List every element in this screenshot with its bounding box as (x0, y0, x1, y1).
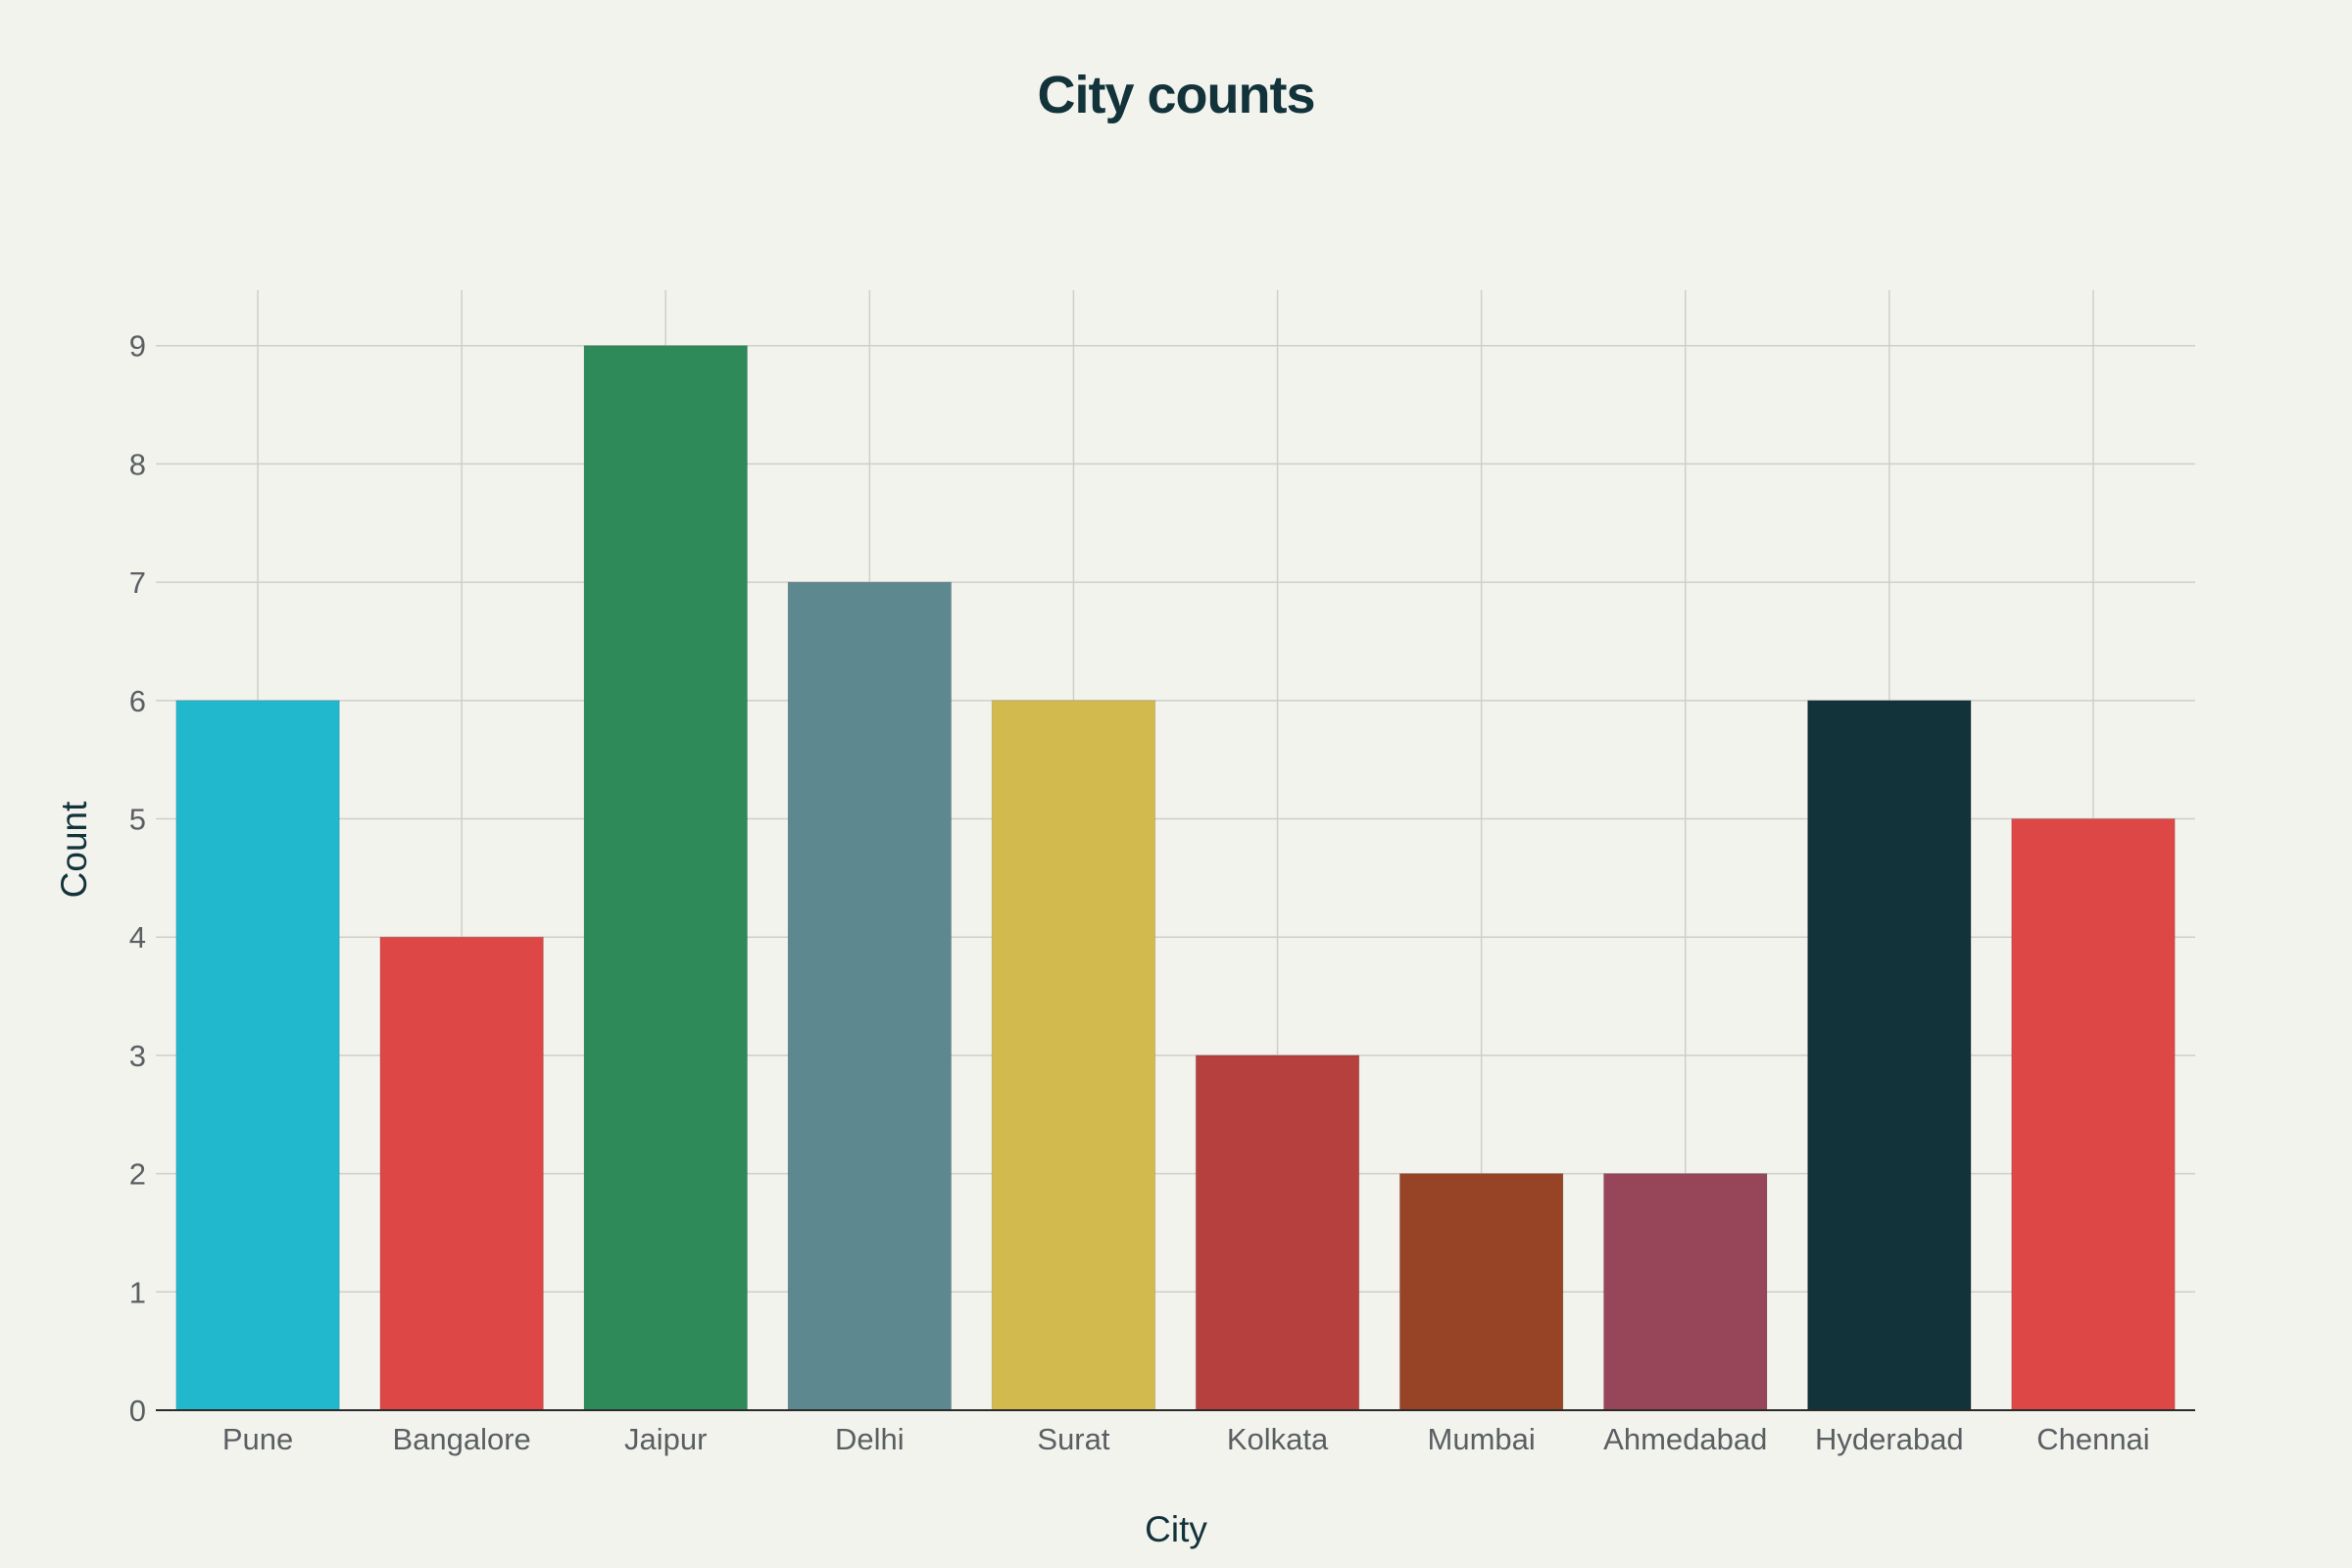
bar-jaipur[interactable] (583, 345, 748, 1411)
x-tick-label: Surat (1037, 1422, 1109, 1456)
x-tick-label: Kolkata (1227, 1422, 1329, 1456)
bar-mumbai[interactable] (1398, 1173, 1564, 1411)
x-tick-label: Jaipur (624, 1422, 707, 1456)
tick-labels: 0 1 2 3 4 5 6 7 8 9 Pune Bangalore Jaipur Delhi Surat K… (129, 329, 2150, 1456)
chart-title: City counts (1037, 66, 1314, 124)
y-tick-label: 0 (129, 1394, 146, 1428)
bar-bangalore[interactable] (379, 936, 544, 1411)
x-tick-label: Delhi (835, 1422, 905, 1456)
bar-hyderabad[interactable] (1807, 700, 1972, 1411)
bars (175, 345, 2176, 1411)
y-tick-label: 6 (129, 684, 146, 718)
y-tick-label: 9 (129, 329, 146, 364)
x-tick-label: Pune (222, 1422, 293, 1456)
x-tick-label: Bangalore (392, 1422, 530, 1456)
bar-chennai[interactable] (2011, 818, 2176, 1411)
bar-kolkata[interactable] (1195, 1054, 1360, 1411)
x-tick-label: Chennai (2036, 1422, 2149, 1456)
y-tick-label: 1 (129, 1275, 146, 1309)
bar-surat[interactable] (991, 700, 1156, 1411)
y-tick-label: 4 (129, 920, 146, 955)
x-tick-label: Hyderabad (1815, 1422, 1964, 1456)
y-tick-label: 5 (129, 803, 146, 837)
x-axis-title: City (1145, 1509, 1207, 1549)
x-tick-label: Mumbai (1428, 1422, 1536, 1456)
y-tick-label: 8 (129, 447, 146, 481)
y-axis-title: Count (54, 801, 94, 898)
y-tick-label: 3 (129, 1039, 146, 1073)
bar-pune[interactable] (175, 700, 340, 1411)
bar-ahmedabad[interactable] (1603, 1173, 1768, 1411)
y-tick-label: 7 (129, 565, 146, 600)
y-tick-label: 2 (129, 1157, 146, 1192)
bar-delhi[interactable] (787, 581, 953, 1411)
x-tick-label: Ahmedabad (1603, 1422, 1767, 1456)
